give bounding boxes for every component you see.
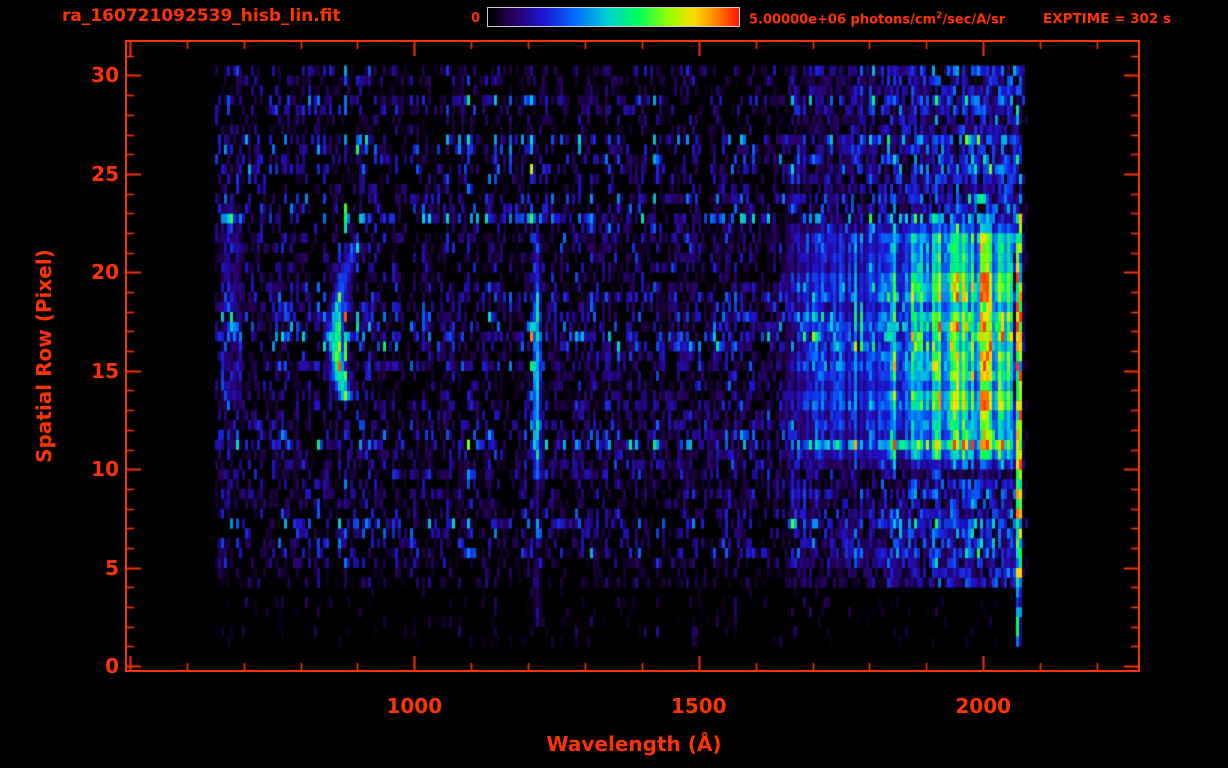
- y-tick-label: 15: [91, 358, 119, 383]
- colorbar-max-unit-prefix: 5.00000e+06 photons/cm: [749, 12, 937, 28]
- y-tick-label: 20: [91, 260, 119, 285]
- x-tick-label: 1500: [670, 694, 727, 718]
- y-tick-label: 10: [91, 457, 119, 482]
- colorbar-max-label: 5.00000e+06 photons/cm2/sec/A/sr: [749, 11, 1005, 27]
- y-tick-label: 25: [91, 161, 119, 186]
- exptime-label: EXPTIME = 302 s: [1043, 11, 1172, 27]
- plot-frame: [125, 40, 1140, 672]
- colorbar-unit-superscript: 2: [936, 11, 943, 21]
- colorbar-max-unit-suffix: /sec/A/sr: [942, 12, 1006, 28]
- y-axis-title: Spatial Row (Pixel): [32, 249, 56, 463]
- file-title: ra_160721092539_hisb_lin.fit: [62, 6, 341, 26]
- y-tick-label: 5: [105, 555, 119, 580]
- x-tick-label: 2000: [955, 694, 1012, 718]
- x-axis-title: Wavelength (Å): [546, 732, 722, 756]
- y-tick-label: 30: [91, 63, 119, 88]
- colorbar: [487, 7, 740, 27]
- x-tick-label: 1000: [386, 694, 443, 718]
- colorbar-min-label: 0: [470, 11, 480, 26]
- heatmap-canvas: [127, 42, 1138, 670]
- y-tick-label: 0: [105, 654, 119, 679]
